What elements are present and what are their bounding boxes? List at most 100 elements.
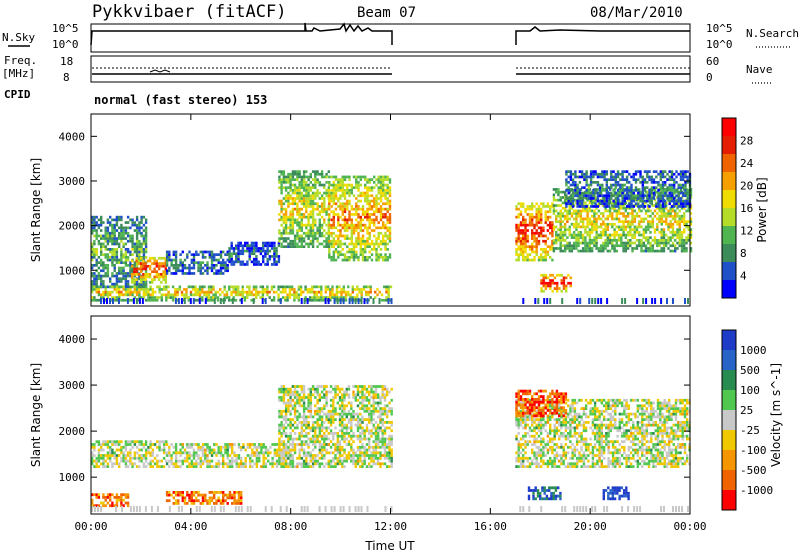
heatmap-cell xyxy=(517,239,520,243)
heatmap-cell xyxy=(559,198,562,202)
heatmap-cell xyxy=(140,242,143,246)
heatmap-cell xyxy=(678,209,681,213)
heatmap-cell xyxy=(592,205,595,208)
heatmap-cell xyxy=(679,189,683,192)
heatmap-cell xyxy=(244,249,247,253)
heatmap-cell xyxy=(217,253,220,256)
heatmap-cell xyxy=(624,225,627,229)
heatmap-cell xyxy=(215,491,218,494)
heatmap-cell xyxy=(566,228,569,231)
heatmap-cell xyxy=(597,217,601,221)
heatmap-cell xyxy=(370,218,374,222)
heatmap-cell xyxy=(648,205,651,208)
heatmap-cell xyxy=(629,241,632,245)
heatmap-cell xyxy=(249,445,252,449)
heatmap-cell xyxy=(664,175,667,179)
heatmap-cell xyxy=(284,181,288,184)
heatmap-cell xyxy=(144,448,148,452)
heatmap-cell xyxy=(120,272,123,275)
heatmap-cell xyxy=(140,448,143,452)
heatmap-cell xyxy=(611,222,614,226)
heatmap-cell xyxy=(118,242,121,246)
heatmap-cell xyxy=(658,209,661,213)
heatmap-cell xyxy=(210,298,213,302)
heatmap-cell xyxy=(307,215,310,219)
heatmap-cell xyxy=(208,462,211,466)
heatmap-cell xyxy=(151,459,154,463)
heatmap-cell xyxy=(638,214,641,218)
heatmap-cell xyxy=(580,170,584,173)
heatmap-cell xyxy=(343,229,347,232)
heatmap-cell xyxy=(689,228,693,231)
heatmap-cell xyxy=(598,183,602,187)
heatmap-cell xyxy=(156,296,159,299)
heatmap-cell xyxy=(638,209,641,213)
heatmap-cell xyxy=(185,296,188,299)
heatmap-cell xyxy=(596,194,600,198)
heatmap-cell xyxy=(593,236,596,239)
heatmap-cell xyxy=(226,250,229,254)
heatmap-cell xyxy=(179,465,182,468)
heatmap-cell xyxy=(660,241,663,245)
heatmap-cell xyxy=(368,256,371,259)
heatmap-cell xyxy=(670,170,674,173)
heatmap-cell xyxy=(559,225,562,229)
heatmap-cell xyxy=(589,194,593,198)
heatmap-cell xyxy=(544,273,548,277)
heatmap-cell xyxy=(91,245,94,248)
heatmap-cell xyxy=(126,231,130,235)
heatmap-cell xyxy=(165,288,168,291)
heatmap-cell xyxy=(682,194,685,198)
heatmap-cell xyxy=(519,221,523,224)
heatmap-cell xyxy=(528,218,532,222)
heatmap-cell xyxy=(569,276,572,280)
heatmap-cell xyxy=(359,183,362,187)
heatmap-cell xyxy=(179,454,182,457)
heatmap-cell xyxy=(106,451,110,455)
heatmap-cell xyxy=(138,231,141,235)
heatmap-cell xyxy=(129,448,132,452)
heatmap-cell xyxy=(626,206,630,210)
heatmap-cell xyxy=(201,499,205,503)
heatmap-cell xyxy=(282,202,286,206)
heatmap-cell xyxy=(232,290,235,294)
heatmap-cell xyxy=(135,229,139,232)
heatmap-cell xyxy=(671,217,675,221)
heatmap-cell xyxy=(111,237,114,240)
heatmap-cell xyxy=(216,298,220,302)
heatmap-cell xyxy=(246,244,249,248)
heatmap-cell xyxy=(222,465,225,468)
heatmap-cell xyxy=(676,231,679,234)
heatmap-cell xyxy=(621,186,624,189)
heatmap-cell xyxy=(689,249,693,253)
heatmap-cell xyxy=(144,454,148,457)
heatmap-cell xyxy=(653,188,657,191)
heatmap-cell xyxy=(587,191,591,195)
heatmap-cell xyxy=(280,218,283,222)
heatmap-cell xyxy=(542,239,545,243)
heatmap-cell xyxy=(195,250,198,254)
heatmap-cell xyxy=(192,264,196,267)
heatmap-cell xyxy=(619,202,622,206)
heatmap-cell xyxy=(628,189,631,192)
heatmap-cell xyxy=(302,175,306,179)
heatmap-cell xyxy=(111,256,114,259)
heatmap-cell xyxy=(629,231,632,234)
heatmap-cell xyxy=(190,493,193,497)
heatmap-cell xyxy=(174,443,178,446)
heatmap-cell xyxy=(100,237,103,240)
heatmap-cell xyxy=(104,496,107,499)
heatmap-cell xyxy=(298,172,301,176)
heatmap-cell xyxy=(91,493,94,497)
heatmap-cell xyxy=(280,237,283,240)
heatmap-cell xyxy=(160,256,163,260)
heatmap-cell xyxy=(174,264,178,267)
heatmap-cell xyxy=(606,222,609,226)
heatmap-cell xyxy=(195,451,198,455)
heatmap-cell xyxy=(217,261,220,264)
heatmap-cell xyxy=(350,231,353,235)
heatmap-cell xyxy=(204,496,207,500)
heatmap-cell xyxy=(278,237,281,240)
heatmap-cell xyxy=(599,249,603,253)
heatmap-cell xyxy=(677,194,680,198)
